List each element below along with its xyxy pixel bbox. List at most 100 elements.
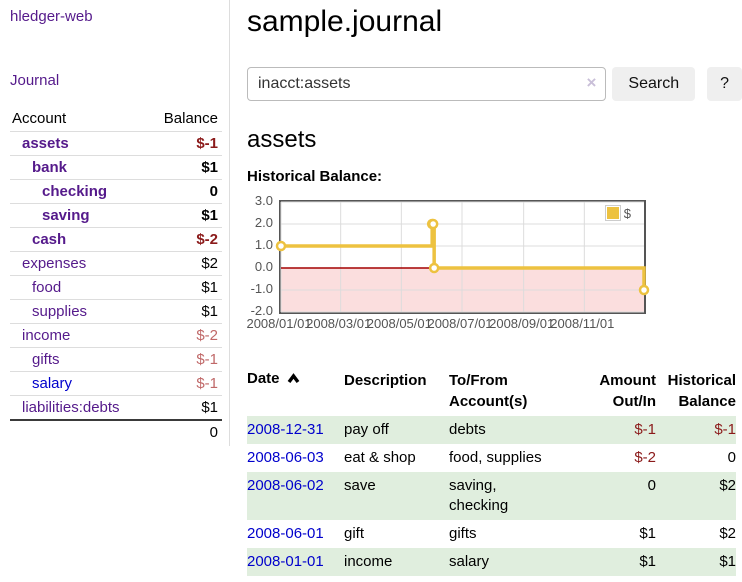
account-link-cash[interactable]: cash [32,231,67,248]
account-balance: 0 [209,183,218,200]
account-row: income $-2 [10,323,222,348]
chart-plot-area: $ [275,200,650,314]
account-row: bank $1 [10,155,222,180]
account-row: salary $-1 [10,371,222,396]
transaction-accounts: salary [449,553,490,570]
transaction-balance: $2 [719,525,736,542]
sidebar-item-journal[interactable]: Journal [10,72,60,89]
amount-column-header: Amount Out/In [599,372,656,410]
account-row: liabilities:debts $1 [10,395,222,421]
y-tick-label: 0.0 [254,259,273,274]
chart-legend: $ [604,205,631,221]
account-link-saving[interactable]: saving [42,207,90,224]
account-link-checking[interactable]: checking [42,183,108,200]
search-input[interactable] [247,67,607,101]
help-button[interactable]: ? [707,67,742,101]
account-link-income[interactable]: income [22,327,71,344]
x-tick-label: 2008/11/01 [550,316,615,331]
date-column-header[interactable]: Date [247,368,344,416]
account-row: expenses $2 [10,251,222,276]
transaction-date-link[interactable]: 2008-01-01 [247,553,324,570]
x-tick-label: 2008/09/01 [489,316,555,331]
y-tick-label: 2.0 [254,215,273,230]
y-tick-label: 3.0 [254,193,273,208]
account-link-expenses[interactable]: expenses [22,255,87,272]
transaction-row: 2008-06-01 gift gifts $1 $2 [247,520,736,548]
account-balance: $2 [201,255,218,272]
transaction-accounts: debts [449,421,486,438]
description-column-header: Description [344,372,427,389]
account-balance: $-2 [196,327,218,344]
brand-link[interactable]: hledger-web [10,8,93,25]
y-tick-label: 1.0 [254,237,273,252]
historical-balance-chart: 3.0 2.0 1.0 0.0 -1.0 -2.0 $ 2008/01/01 2008/03… [246,193,650,344]
balance-column-header: Balance [163,110,218,127]
transactions-table: Date Description To/From Account(s) [247,368,736,576]
chart-title: Historical Balance: [247,168,383,185]
account-row: gifts $-1 [10,347,222,372]
account-link-liabilities-debts[interactable]: liabilities:debts [22,399,120,416]
account-row: supplies $1 [10,299,222,324]
account-balance: $1 [201,207,218,224]
legend-label: $ [623,205,631,221]
search-form: × Search ? [247,67,742,101]
transaction-amount: $-1 [634,421,656,438]
account-row: checking 0 [10,179,222,204]
account-balance: $1 [201,279,218,296]
transaction-row: 2008-06-02 save saving, checking 0 $2 [247,472,736,520]
account-balance: $1 [201,399,218,416]
tofrom-column-header: To/From Account(s) [449,372,528,410]
transaction-date-link[interactable]: 2008-06-03 [247,449,324,466]
accounts-column-header: Account [12,110,67,127]
chart-canvas [275,201,650,313]
account-link-salary[interactable]: salary [32,375,73,392]
account-row: saving $1 [10,203,222,228]
clear-search-icon[interactable]: × [586,73,597,92]
account-balance: $-1 [196,351,218,368]
account-row: food $1 [10,275,222,300]
account-link-bank[interactable]: bank [32,159,68,176]
search-box: × [247,67,607,101]
x-tick-label: 2008/01/01 [246,316,312,331]
transaction-date-link[interactable]: 2008-06-01 [247,525,324,542]
transaction-description: eat & shop [344,449,416,466]
chart-y-axis-labels: 3.0 2.0 1.0 0.0 -1.0 -2.0 [247,193,275,318]
transaction-amount: $1 [639,525,656,542]
transaction-accounts: saving, checking [449,477,509,514]
chart-x-axis-labels: 2008/01/01 2008/03/01 2008/05/01 2008/07/01… [246,316,642,332]
x-tick-label: 2008/05/01 [366,316,432,331]
transaction-balance: $2 [719,477,736,494]
account-balance: $1 [201,303,218,320]
transaction-balance: $1 [719,553,736,570]
transaction-description: pay off [344,421,389,438]
account-link-food[interactable]: food [32,279,62,296]
transaction-description: income [344,553,393,570]
date-header-label: Date [247,370,280,387]
account-link-gifts[interactable]: gifts [32,351,60,368]
accounts-total-value: 0 [209,424,218,441]
account-link-assets[interactable]: assets [22,135,69,152]
x-tick-label: 2008/03/01 [306,316,372,331]
search-button[interactable]: Search [612,67,696,101]
account-link-supplies[interactable]: supplies [32,303,88,320]
account-balance: $-1 [196,135,218,152]
account-balance: $-2 [196,231,218,248]
account-heading: assets [247,126,317,153]
accounts-balance-table: Account Balance assets $-1 bank $1 check… [10,106,222,444]
transaction-accounts: gifts [449,525,477,542]
sidebar: hledger-web Journal Account Balance asse… [0,0,230,446]
transaction-description: save [344,477,376,494]
transaction-date-link[interactable]: 2008-12-31 [247,421,324,438]
account-row: cash $-2 [10,227,222,252]
transaction-amount: $-2 [634,449,656,466]
account-balance: $-1 [196,375,218,392]
page-title: sample.journal [247,5,443,38]
transaction-date-link[interactable]: 2008-06-02 [247,477,324,494]
main-content: sample.journal × Search ? assets Histori… [230,0,742,576]
account-balance: $1 [201,159,218,176]
transaction-amount: $1 [639,553,656,570]
transaction-row: 2008-01-01 income salary $1 $1 [247,548,736,576]
y-tick-label: -2.0 [250,303,273,318]
y-tick-label: -1.0 [250,281,273,296]
